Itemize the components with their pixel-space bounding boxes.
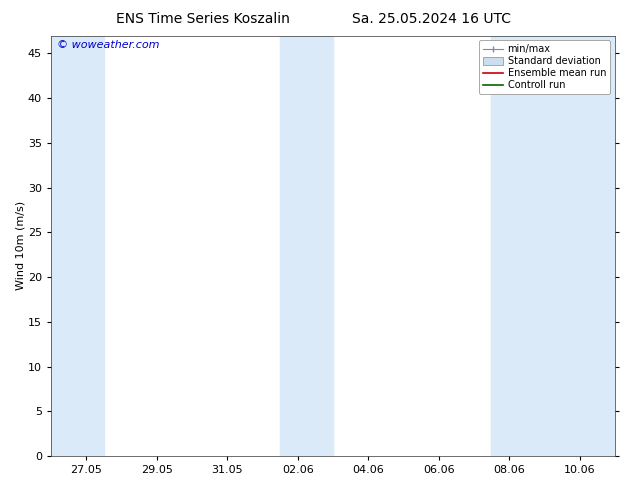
Text: ENS Time Series Koszalin: ENS Time Series Koszalin xyxy=(116,12,290,26)
Text: © woweather.com: © woweather.com xyxy=(56,40,159,50)
Bar xyxy=(280,36,333,456)
Bar xyxy=(51,36,104,456)
Text: Sa. 25.05.2024 16 UTC: Sa. 25.05.2024 16 UTC xyxy=(352,12,510,26)
Bar xyxy=(491,36,615,456)
Y-axis label: Wind 10m (m/s): Wind 10m (m/s) xyxy=(15,201,25,291)
Legend: min/max, Standard deviation, Ensemble mean run, Controll run: min/max, Standard deviation, Ensemble me… xyxy=(479,41,610,94)
